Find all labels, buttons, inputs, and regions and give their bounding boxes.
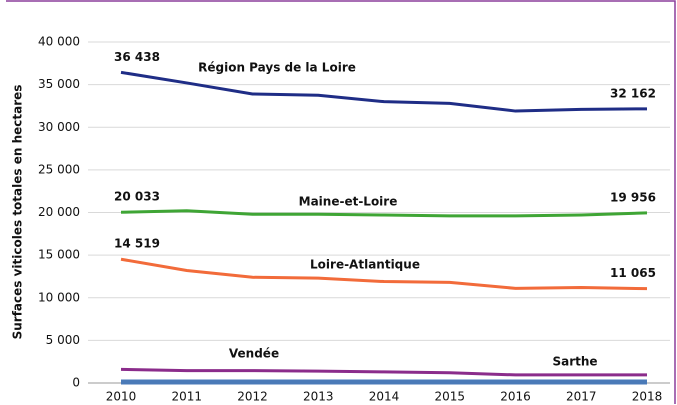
value-label: 19 956 [610, 190, 656, 204]
series-label: Maine-et-Loire [299, 195, 398, 209]
x-tick-label: 2013 [303, 390, 334, 404]
x-tick-label: 2012 [237, 390, 268, 404]
y-tick-label: 5 000 [46, 333, 80, 347]
series-line [120, 367, 647, 377]
y-tick-label: 40 000 [38, 35, 80, 49]
y-tick-label: 0 [72, 376, 80, 390]
x-tick-label: 2011 [171, 390, 202, 404]
y-tick-label: 15 000 [38, 248, 80, 262]
y-tick-label: 20 000 [38, 205, 80, 219]
series-line [120, 70, 648, 113]
y-tick-label: 25 000 [38, 162, 80, 176]
value-label: 32 162 [610, 86, 656, 100]
series-line [120, 257, 648, 291]
x-tick-label: 2014 [369, 390, 400, 404]
frame [6, 0, 676, 404]
x-tick-label: 2016 [500, 390, 531, 404]
series-line [120, 209, 648, 218]
y-tick-label: 35 000 [38, 77, 80, 91]
value-label: 20 033 [114, 190, 160, 204]
x-tick-label: 2015 [434, 390, 465, 404]
y-axis-label: Surfaces viticoles totales en hectares [11, 85, 25, 340]
value-label: 11 065 [610, 266, 656, 280]
value-label: 14 519 [114, 237, 160, 251]
value-label: 36 438 [114, 50, 160, 64]
series-label: Sarthe [552, 355, 597, 369]
y-tick-label: 30 000 [38, 120, 80, 134]
x-tick-label: 2010 [106, 390, 137, 404]
series-label: Vendée [229, 347, 279, 361]
x-tick-label: 2018 [632, 390, 663, 404]
x-tick-label: 2017 [566, 390, 597, 404]
series-label: Région Pays de la Loire [198, 61, 356, 75]
y-tick-label: 10 000 [38, 290, 80, 304]
series-label: Loire-Atlantique [310, 258, 420, 272]
